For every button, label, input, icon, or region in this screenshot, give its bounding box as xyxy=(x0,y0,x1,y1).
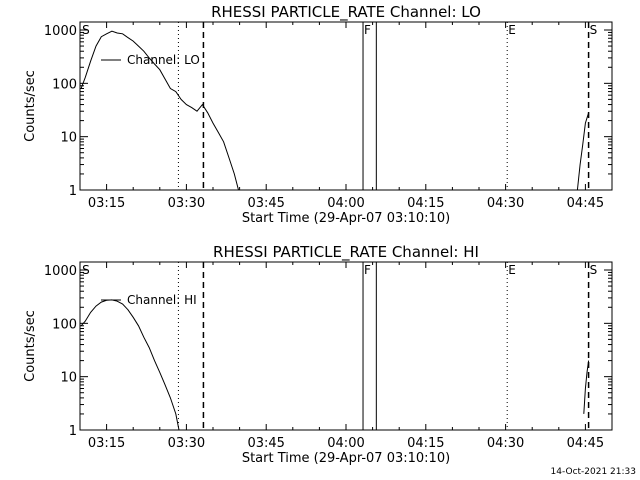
y-tick-label: 1 xyxy=(69,424,77,439)
y-tick-label: 10 xyxy=(60,371,77,386)
series-line xyxy=(80,299,180,431)
plot-frame xyxy=(79,21,613,191)
y-axis-label: Counts/sec xyxy=(23,310,38,382)
x-tick-label: 04:00 xyxy=(327,436,364,451)
y-tick-label: 100 xyxy=(52,77,77,92)
event-marker-label: E xyxy=(508,23,516,37)
event-marker-label: S xyxy=(82,23,90,37)
x-tick-label: 04:15 xyxy=(407,196,444,211)
x-axis-label: Start Time (29-Apr-07 03:10:10) xyxy=(242,211,450,226)
legend-label: Channel: LO xyxy=(127,53,200,67)
x-tick-label: 04:00 xyxy=(327,196,364,211)
event-marker-label: S xyxy=(590,263,598,277)
chart-title: RHESSI PARTICLE_RATE Channel: HI xyxy=(213,243,479,262)
y-tick-label: 1000 xyxy=(44,264,77,279)
event-marker-label: F xyxy=(364,23,371,37)
x-tick-label: 04:30 xyxy=(487,196,524,211)
series-line xyxy=(583,360,590,414)
x-tick-label: 04:45 xyxy=(567,436,604,451)
event-marker-label: S xyxy=(82,263,90,277)
y-tick-label: 1000 xyxy=(44,24,77,39)
series-line xyxy=(576,112,590,191)
plot-frame xyxy=(79,261,613,431)
y-tick-label: 10 xyxy=(60,131,77,146)
x-tick-label: 04:15 xyxy=(407,436,444,451)
x-tick-label: 03:30 xyxy=(168,196,205,211)
x-tick-label: 04:45 xyxy=(567,196,604,211)
x-axis-label: Start Time (29-Apr-07 03:10:10) xyxy=(242,451,450,466)
x-tick-label: 03:45 xyxy=(247,436,284,451)
event-marker-label: E xyxy=(508,263,516,277)
legend-label: Channel: HI xyxy=(127,293,197,307)
y-axis-label: Counts/sec xyxy=(23,70,38,142)
footer-timestamp: 14-Oct-2021 21:33 xyxy=(551,467,636,477)
x-tick-label: 03:45 xyxy=(247,196,284,211)
series-line xyxy=(80,30,239,191)
y-tick-label: 1 xyxy=(69,184,77,199)
x-tick-label: 04:30 xyxy=(487,436,524,451)
x-tick-label: 03:15 xyxy=(88,436,125,451)
chart-title: RHESSI PARTICLE_RATE Channel: LO xyxy=(211,3,481,22)
event-marker-label: F xyxy=(364,263,371,277)
x-tick-label: 03:15 xyxy=(88,196,125,211)
x-tick-label: 03:30 xyxy=(168,436,205,451)
panel-lo: RHESSI PARTICLE_RATE Channel: LO 03:15 03:… xyxy=(23,3,613,226)
event-marker-label: S xyxy=(590,23,598,37)
y-tick-label: 100 xyxy=(52,317,77,332)
panel-hi: RHESSI PARTICLE_RATE Channel: HI 03:15 03:… xyxy=(23,243,613,466)
